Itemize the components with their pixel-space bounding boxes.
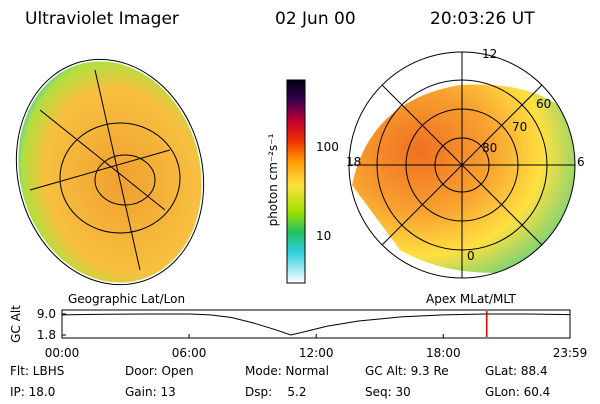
info-field: Seq: 30 (365, 385, 411, 399)
panel-label: Apex MLat/MLT (426, 292, 516, 306)
colorbar (286, 79, 306, 284)
y-tick-label: 1.8 (37, 328, 56, 342)
polar-label: 12 (482, 47, 497, 61)
colorbar-tick: 100 (316, 140, 339, 154)
polar-label: 0 (467, 249, 475, 263)
polar-label: 80 (482, 141, 497, 155)
info-field: Mode: Normal (245, 364, 329, 378)
alt-plot: 9.0 1.8 00:00 06:00 12:00 18:00 23:59 (37, 307, 587, 360)
y-tick-label: 9.0 (37, 307, 56, 321)
polar-label: 70 (512, 120, 527, 134)
info-field: Door: Open (125, 364, 194, 378)
alt-line (61, 313, 571, 336)
colorbar-tick: 10 (316, 229, 331, 243)
info-field: GLon: 60.4 (485, 385, 550, 399)
x-tick-label: 00:00 (45, 346, 80, 360)
date: 02 Jun 00 (275, 9, 356, 29)
colorbar-label: photon cm⁻²s⁻¹ (266, 133, 280, 226)
polar-label: 18 (346, 155, 361, 169)
info-field: GLat: 88.4 (485, 364, 548, 378)
info-field: Flt: LBHS (10, 364, 64, 378)
x-tick-label: 23:59 (553, 346, 588, 360)
info-field: IP: 18.0 (10, 385, 55, 399)
polar-label: 6 (577, 155, 585, 169)
info: Flt: LBHS Door: Open Mode: Normal GC Alt: 9… (10, 364, 550, 399)
panel-label: Geographic Lat/Lon (68, 292, 185, 306)
title: Ultraviolet Imager (25, 9, 179, 29)
y-label: GC Alt (9, 305, 23, 343)
globe-image (15, 58, 205, 286)
polar-image (348, 51, 576, 279)
info-field: Dsp: 5.2 (245, 385, 307, 399)
x-tick-label: 18:00 (426, 346, 461, 360)
x-tick-label: 12:00 (299, 346, 334, 360)
x-tick-label: 06:00 (172, 346, 207, 360)
info-field: GC Alt: 9.3 Re (365, 364, 449, 378)
time: 20:03:26 UT (430, 9, 535, 29)
info-field: Gain: 13 (125, 385, 176, 399)
polar-label: 60 (536, 97, 551, 111)
